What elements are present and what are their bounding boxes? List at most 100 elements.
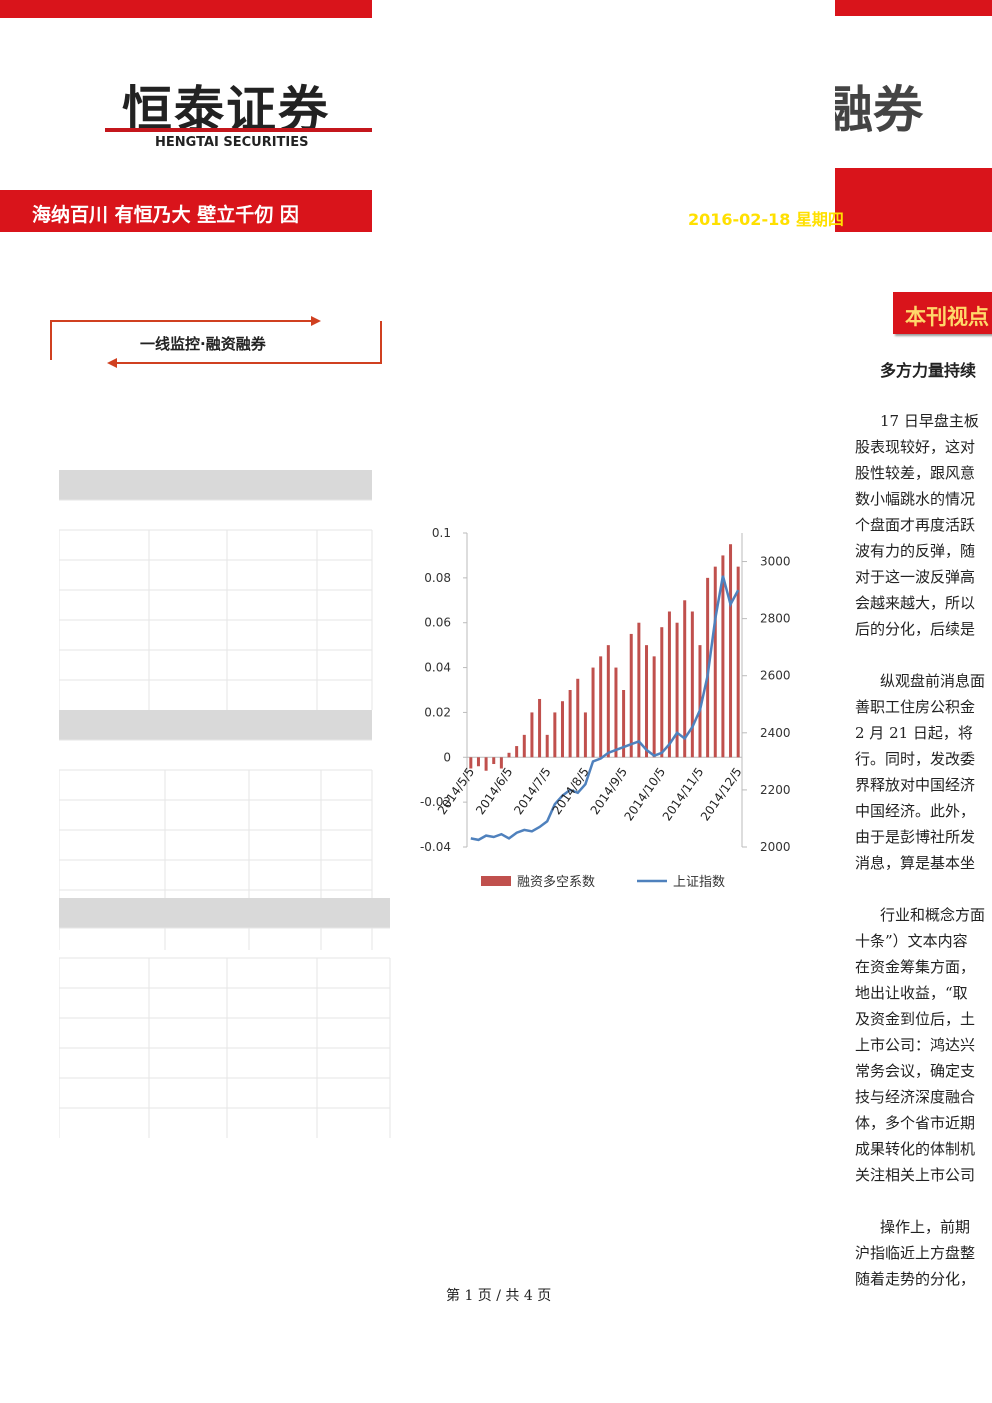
y-tick-label: 0.04 bbox=[424, 661, 451, 675]
bar bbox=[645, 645, 649, 758]
x-tick-label: 2014/8/5 bbox=[549, 765, 591, 817]
banner: 海纳百川 有恒乃大 壁立千仞 因 bbox=[0, 190, 372, 232]
y2-tick-label: 3000 bbox=[760, 555, 791, 569]
article-line: 随着走势的分化， bbox=[855, 1270, 976, 1288]
article-line: 成果转化的体制机 bbox=[855, 1140, 976, 1158]
article-line: 中国经济。此外， bbox=[855, 802, 976, 820]
bar bbox=[729, 544, 733, 758]
legend-label: 上证指数 bbox=[673, 875, 725, 890]
bar bbox=[736, 566, 740, 758]
bar bbox=[507, 752, 511, 758]
bar bbox=[484, 757, 488, 771]
article-line: 及资金到位后，土 bbox=[855, 1010, 976, 1028]
bar bbox=[476, 757, 480, 767]
banner bbox=[835, 168, 992, 232]
x-tick-label: 2014/6/5 bbox=[473, 765, 515, 817]
section-title: 一线监控·融资融券 bbox=[140, 335, 266, 353]
article-line: 技与经济深度融合 bbox=[855, 1088, 976, 1106]
bar bbox=[698, 645, 702, 758]
bar bbox=[660, 627, 664, 758]
top-bar bbox=[0, 0, 372, 18]
logo-en: HENGTAI SECURITIES bbox=[155, 135, 309, 150]
article-line: 行。同时，发改委 bbox=[855, 750, 976, 768]
bar bbox=[667, 611, 671, 758]
article-line: 纵观盘前消息面 bbox=[880, 672, 986, 690]
bar bbox=[530, 712, 534, 758]
y2-tick-label: 2600 bbox=[760, 669, 791, 683]
x-tick-label: 2014/9/5 bbox=[588, 765, 630, 817]
article-line: 常务会议，确定支 bbox=[855, 1062, 976, 1080]
bar bbox=[622, 690, 626, 758]
article-line: 沪指临近上方盘整 bbox=[855, 1244, 976, 1262]
bar bbox=[492, 757, 496, 765]
article-line: 会越来越大，所以 bbox=[855, 594, 976, 612]
right-logo-clip: 融券 bbox=[835, 70, 992, 134]
x-tick-label: 2014/5/5 bbox=[435, 765, 477, 817]
bar bbox=[690, 611, 694, 758]
article-line: 善职工住房公积金 bbox=[855, 698, 976, 716]
bar bbox=[721, 555, 725, 758]
slogan: 海纳百川 有恒乃大 壁立千仞 因 bbox=[32, 204, 299, 226]
article-line: 由于是彭博社所发 bbox=[855, 828, 976, 846]
top-bar bbox=[835, 0, 992, 16]
y-tick-label: -0.04 bbox=[420, 840, 451, 854]
empty-table bbox=[59, 470, 391, 1138]
article-line: 对于这一波反弹高 bbox=[855, 568, 976, 586]
article-line: 波有力的反弹，随 bbox=[855, 542, 976, 560]
bar bbox=[591, 667, 595, 758]
legend-label: 融资多空系数 bbox=[517, 874, 595, 890]
article-line: 数小幅跳水的情况 bbox=[855, 490, 976, 508]
bar bbox=[583, 712, 587, 758]
bar bbox=[637, 622, 641, 758]
bar bbox=[545, 734, 549, 758]
y-tick-label: 0.06 bbox=[424, 616, 451, 630]
y-tick-label: 0.08 bbox=[424, 571, 451, 585]
bar bbox=[652, 656, 656, 758]
bar bbox=[560, 701, 564, 758]
article-line: 操作上，前期 bbox=[880, 1218, 971, 1236]
article-line: 个盘面才再度活跃 bbox=[855, 516, 976, 534]
y2-tick-label: 2800 bbox=[760, 612, 791, 626]
article-line: 17 日早盘主板 bbox=[880, 412, 979, 430]
section-frame bbox=[50, 316, 382, 368]
y2-tick-label: 2200 bbox=[760, 783, 791, 797]
legend-swatch bbox=[481, 876, 511, 886]
table-header bbox=[59, 470, 372, 500]
bar bbox=[553, 712, 557, 758]
article-line: 行业和概念方面 bbox=[880, 906, 986, 924]
y-tick-label: 0.02 bbox=[424, 705, 451, 719]
bar bbox=[499, 757, 503, 769]
badge: 本刊视点 bbox=[893, 292, 992, 334]
article-line: 消息，算是基本坐 bbox=[855, 854, 976, 872]
bar bbox=[522, 734, 526, 758]
badge-text: 本刊视点 bbox=[905, 305, 989, 329]
bar bbox=[469, 757, 473, 769]
article-title: 多方力量持续 bbox=[880, 361, 977, 380]
y-tick-label: 0 bbox=[443, 750, 451, 764]
y-tick-label: -0.02 bbox=[420, 795, 451, 809]
line bbox=[470, 575, 740, 842]
article-line: 在资金筹集方面， bbox=[855, 958, 976, 976]
bar bbox=[576, 678, 580, 758]
article-line: 地出让收益，“取 bbox=[855, 984, 968, 1002]
table-header bbox=[59, 898, 390, 928]
y2-tick-label: 2400 bbox=[760, 726, 791, 740]
article-line: 上市公司：鸿达兴 bbox=[855, 1036, 976, 1054]
right-logo: 融券 bbox=[835, 81, 923, 134]
bar bbox=[515, 746, 519, 758]
table-header bbox=[59, 710, 372, 740]
article-line: 2 月 21 日起，将 bbox=[855, 724, 973, 742]
arrow bbox=[311, 316, 321, 326]
article-line: 关注相关上市公司 bbox=[855, 1166, 976, 1184]
bar bbox=[599, 656, 603, 758]
bar bbox=[683, 600, 687, 758]
x-tick-label: 2014/7/5 bbox=[511, 765, 553, 817]
footer: 第 1 页 / 共 4 页 bbox=[446, 1288, 552, 1304]
arrow bbox=[107, 358, 117, 368]
article-line: 后的分化，后续是 bbox=[855, 620, 976, 638]
article-line: 股性较差，跟风意 bbox=[855, 464, 976, 482]
bar bbox=[675, 622, 679, 758]
bar bbox=[629, 633, 633, 758]
bar bbox=[568, 690, 572, 758]
article-line: 体，多个省市近期 bbox=[855, 1114, 976, 1132]
